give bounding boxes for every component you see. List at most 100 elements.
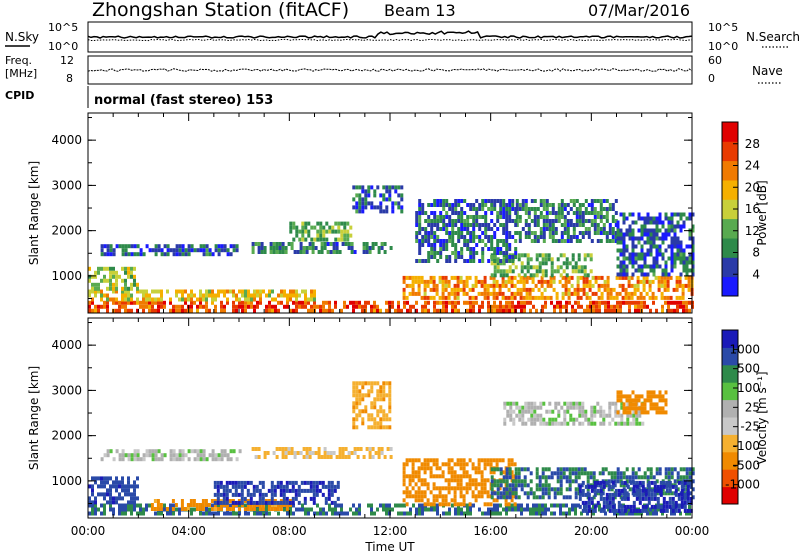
heatmap-cell [319,308,322,313]
heatmap-cell [557,215,561,219]
heatmap-cell [691,224,695,229]
heatmap-cell [679,475,683,480]
heatmap-cell [564,287,568,292]
heatmap-cell [219,500,223,505]
heatmap-cell [358,197,362,202]
heatmap-cell [679,256,683,261]
heatmap-cell [640,406,644,411]
heatmap-cell [557,421,561,426]
heatmap-cell [241,300,244,305]
heatmap-cell [608,239,612,243]
heatmap-cell [311,250,315,254]
heatmap-cell [340,229,344,234]
heatmap-cell [679,260,683,265]
heatmap-cell [445,223,449,227]
heatmap-cell [480,283,484,288]
heatmap-cell [283,289,286,294]
y-tick-label: 4000 [51,133,82,147]
heatmap-cell [133,252,137,257]
heatmap-cell [643,475,647,480]
heatmap-cell [100,476,103,481]
heatmap-cell [551,239,555,243]
heatmap-cell [301,225,305,230]
heatmap-cell [433,239,437,243]
heatmap-cell [611,504,615,509]
heatmap-cell [546,283,550,288]
heatmap-cell [427,251,431,255]
heatmap-cell [304,229,308,234]
heatmap-cell [389,246,393,250]
heatmap-cell [219,492,223,497]
heatmap-cell [589,300,592,305]
heatmap-cell [514,304,517,309]
heatmap-cell [292,237,296,242]
heatmap-cell [670,507,673,512]
heatmap-cell [493,507,496,512]
heatmap-cell [253,289,256,294]
heatmap-cell [589,304,592,309]
heatmap-cell [556,265,560,270]
heatmap-cell [97,289,100,294]
heatmap-cell [454,507,457,512]
heatmap-cell [635,480,639,485]
heatmap-cell [139,248,143,253]
heatmap-cell [246,480,250,485]
heatmap-cell [625,232,629,237]
heatmap-cell [590,421,594,426]
heatmap-cell [457,215,461,219]
heatmap-cell [189,503,193,507]
heatmap-cell [539,203,543,207]
heatmap-cell [319,229,323,234]
heatmap-cell [651,291,655,296]
colorbar-swatch [722,469,738,488]
heatmap-cell [619,398,623,403]
heatmap-cell [160,511,163,516]
heatmap-cell [444,494,448,499]
heatmap-cell [564,291,568,296]
heatmap-cell [619,475,623,480]
heatmap-cell [646,467,650,472]
heatmap-cell [389,447,393,451]
heatmap-cell [539,413,543,418]
heatmap-cell [682,224,686,229]
heatmap-cell [546,295,550,300]
heatmap-cell [193,507,196,512]
heatmap-cell [502,239,506,243]
heatmap-cell [691,264,695,269]
heatmap-cell [181,252,185,257]
heatmap-cell [616,256,620,261]
heatmap-cell [244,293,247,298]
heatmap-cell [257,242,261,246]
heatmap-cell [649,252,653,257]
heatmap-cell [190,297,193,302]
heatmap-cell [632,508,636,513]
heatmap-cell [605,215,609,219]
heatmap-cell [154,449,158,454]
heatmap-cell [447,295,451,300]
heatmap-cell [519,295,523,300]
heatmap-cell [172,503,175,508]
heatmap-cell [124,484,127,489]
heatmap-cell [600,283,604,288]
heatmap-cell [652,507,655,512]
heatmap-cell [420,279,424,284]
heatmap-cell [631,272,635,277]
heatmap-cell [544,304,547,309]
heatmap-cell [361,385,365,390]
heatmap-cell [617,508,621,513]
heatmap-cell [625,394,629,399]
heatmap-cell [683,500,687,505]
heatmap-cell [289,507,292,512]
heatmap-cell [275,246,279,250]
heatmap-cell [352,300,355,305]
heatmap-cell [529,308,532,313]
heatmap-cell [290,246,294,250]
velocity-ylabel: Slant Range [km] [27,366,41,470]
x-tick-label: 12:00 [373,524,408,538]
heatmap-cell [563,227,567,231]
heatmap-cell [654,295,658,300]
heatmap-cell [462,498,466,503]
heatmap-cell [370,381,374,386]
heatmap-cell [493,273,497,278]
heatmap-cell [453,275,457,280]
